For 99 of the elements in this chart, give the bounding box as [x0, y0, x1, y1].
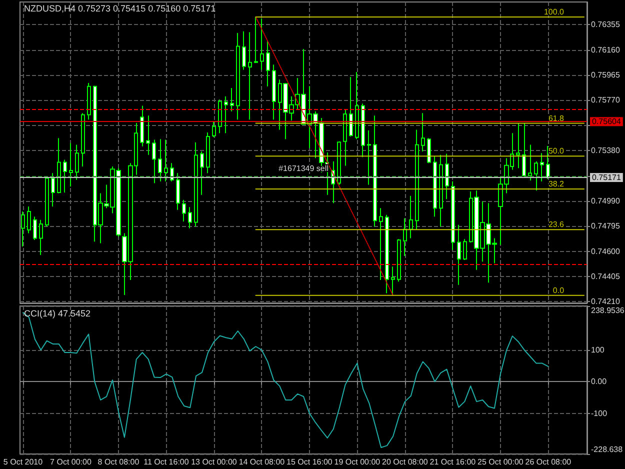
- candlestick: [272, 64, 276, 120]
- x-tick-label: 11 Oct 16:00: [144, 458, 190, 466]
- candlestick: [433, 156, 437, 218]
- ref-line-label: 0.75171: [592, 173, 622, 182]
- y-tick-label: 0.76160: [591, 45, 620, 54]
- candlestick: [182, 199, 186, 222]
- candlestick: [21, 211, 25, 248]
- candlestick: [451, 180, 455, 250]
- candlestick: [260, 18, 264, 70]
- candlestick: [343, 109, 347, 166]
- candlestick: [51, 172, 55, 207]
- candlestick: [373, 115, 377, 228]
- candlestick: [445, 153, 449, 200]
- candlestick: [176, 172, 180, 210]
- candlestick: [457, 224, 461, 286]
- y-tick-label: 238.9536: [591, 306, 625, 315]
- candlestick: [385, 214, 389, 294]
- series-label: 38.2: [548, 180, 565, 189]
- candlestick: [522, 122, 526, 178]
- candlestick: [337, 140, 341, 186]
- candlestick: [546, 146, 550, 180]
- candlestick: [206, 132, 210, 174]
- candlestick: [87, 82, 91, 120]
- y-tick-label: 0.75770: [591, 96, 620, 105]
- candlestick: [218, 99, 222, 134]
- y-tick-label: 0.74210: [591, 297, 620, 306]
- candlestick: [361, 103, 365, 158]
- candlestick: [403, 218, 407, 256]
- y-tick-label: -228.638: [591, 445, 624, 454]
- candlestick: [45, 176, 49, 228]
- candlestick: [236, 32, 240, 120]
- candlestick: [534, 160, 538, 191]
- candlestick: [516, 122, 520, 169]
- y-tick-label: -100: [591, 408, 608, 418]
- x-tick-label: 14 Oct 08:00: [238, 458, 286, 466]
- series-label: 61.8: [548, 114, 565, 123]
- candlestick: [397, 238, 401, 282]
- candlestick: [224, 96, 228, 134]
- y-tick-label: 0.74405: [591, 272, 620, 282]
- candlestick: [230, 88, 234, 112]
- candlestick: [391, 266, 395, 296]
- candlestick: [164, 139, 168, 182]
- candlestick: [33, 216, 37, 240]
- candlestick: [266, 40, 270, 87]
- candlestick: [158, 138, 162, 182]
- candlestick: [349, 76, 353, 137]
- candlestick: [409, 195, 413, 239]
- candlestick: [355, 72, 359, 140]
- ref-line-label: 0.75604: [592, 117, 622, 126]
- y-tick-label: 100: [591, 345, 605, 354]
- y-tick-label: 0.75380: [591, 146, 620, 156]
- y-tick-label: 0.74600: [591, 246, 620, 256]
- y-tick-label: 0.00: [591, 377, 608, 386]
- series-label: 100.0: [544, 7, 565, 16]
- x-tick-label: 19 Oct 00:00: [334, 458, 381, 466]
- candlestick: [528, 144, 532, 182]
- series-label: 0.0: [552, 286, 565, 295]
- chart-title: NZDUSD,H4 0.75273 0.75415 0.75160 0.75171: [24, 4, 216, 14]
- x-tick-label: 8 Oct 08:00: [98, 458, 140, 466]
- candlestick: [188, 206, 192, 229]
- candlestick: [427, 138, 431, 164]
- candlestick: [69, 142, 73, 187]
- x-tick-label: 25 Oct 00:00: [478, 458, 524, 466]
- x-tick-label: 26 Oct 08:00: [525, 458, 572, 466]
- y-tick-label: 0.74795: [591, 222, 620, 231]
- x-tick-label: 21 Oct 16:00: [430, 458, 476, 466]
- series-label: 50.0: [548, 146, 565, 156]
- candlestick: [463, 238, 467, 260]
- candlestick: [200, 150, 204, 196]
- candlestick: [439, 154, 443, 228]
- candlestick: [140, 105, 144, 147]
- y-tick-label: 0.74990: [591, 196, 620, 206]
- chart-title: CCI(14) 47.5452: [24, 308, 91, 318]
- candlestick: [39, 219, 43, 256]
- x-tick-label: 5 Oct 2010: [3, 458, 44, 466]
- candlestick: [194, 142, 198, 228]
- candlestick: [75, 144, 79, 180]
- x-tick-label: 20 Oct 08:00: [382, 458, 428, 466]
- candlestick: [379, 208, 383, 281]
- y-tick-label: 0.76355: [591, 20, 620, 30]
- x-tick-label: 7 Oct 00:00: [50, 458, 92, 466]
- candlestick: [421, 112, 425, 152]
- candlestick: [212, 120, 216, 138]
- candlestick: [63, 159, 67, 194]
- x-tick-label: 13 Oct 00:00: [191, 458, 238, 466]
- candlestick: [81, 112, 85, 167]
- candlestick: [242, 30, 246, 70]
- candlestick: [146, 115, 150, 156]
- y-tick-label: 0.75965: [591, 70, 620, 80]
- candlestick: [415, 129, 419, 230]
- series-label: 23.6: [548, 220, 565, 230]
- candlestick: [57, 138, 61, 194]
- candlestick: [152, 139, 156, 184]
- candlestick: [367, 130, 371, 186]
- candlestick: [254, 16, 258, 64]
- candlestick: [540, 152, 544, 182]
- x-tick-label: 15 Oct 16:00: [286, 458, 333, 466]
- candlestick: [248, 32, 252, 120]
- candlestick: [27, 206, 31, 234]
